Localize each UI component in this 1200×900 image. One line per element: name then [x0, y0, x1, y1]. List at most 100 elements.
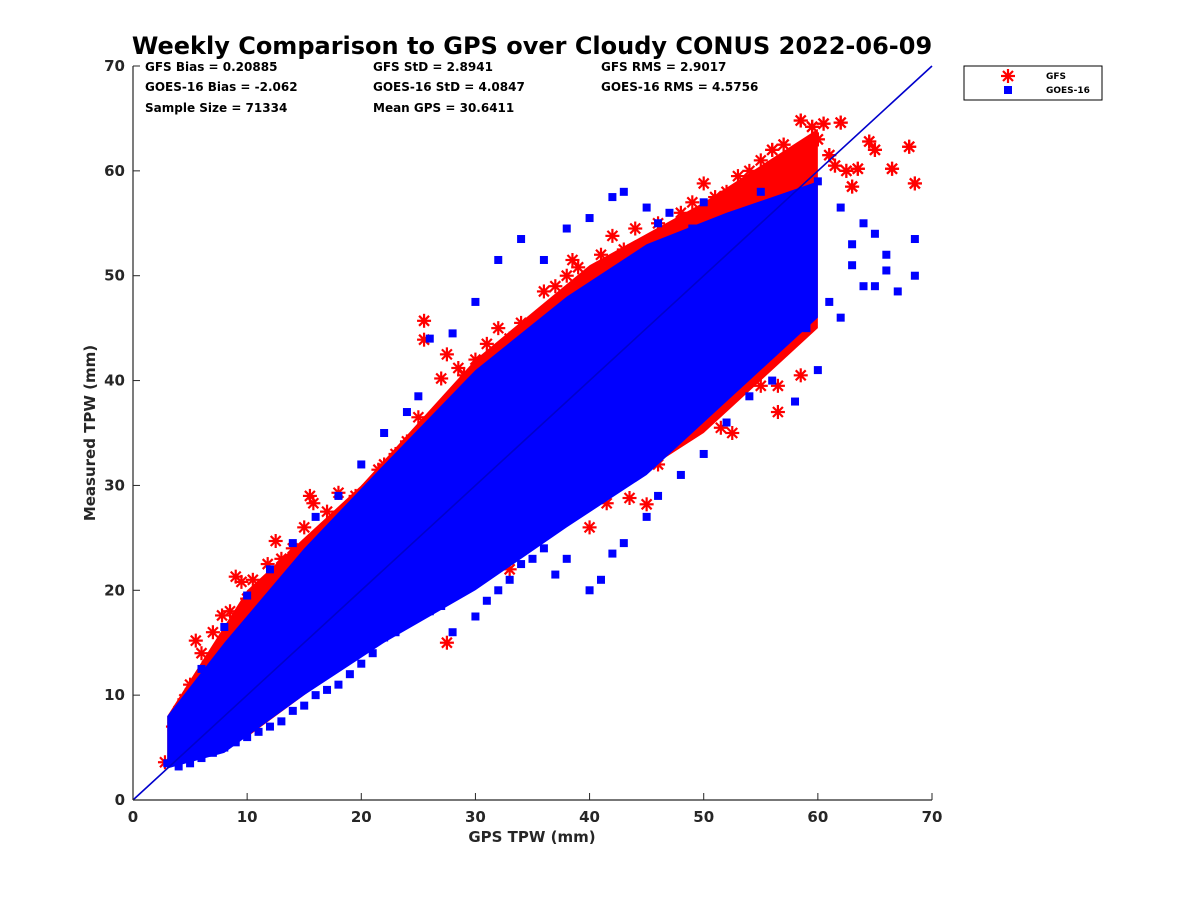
goes16-point [357, 460, 366, 469]
gfs-point [491, 321, 506, 336]
goes16-point [254, 727, 263, 736]
goes16-point [402, 617, 411, 626]
gfs-point-top [765, 142, 780, 157]
gfs-point [514, 315, 529, 330]
goes16-point [688, 224, 697, 233]
gfs-point [753, 153, 768, 168]
goes16-point [539, 255, 548, 264]
goes16-point [494, 586, 503, 595]
gfs-point-top [810, 132, 825, 147]
stat-sample-size: Sample Size = 71334 [145, 101, 287, 115]
goes16-point [414, 392, 423, 401]
goes16-point [745, 392, 754, 401]
goes16-point [768, 376, 777, 385]
y-tick-label: 40 [104, 372, 125, 390]
goes16-point [756, 187, 765, 196]
gfs-point [565, 252, 580, 267]
goes16-point [448, 329, 457, 338]
goes16-point [265, 722, 274, 731]
gfs-point [234, 574, 249, 589]
goes16-point [699, 198, 708, 207]
gfs-point-top [839, 163, 854, 178]
legend-goes-marker [1004, 86, 1012, 94]
goes16-point [676, 470, 685, 479]
gfs-point-top [845, 179, 860, 194]
goes16-point [836, 203, 845, 212]
gfs-point [188, 633, 203, 648]
goes16-point [334, 680, 343, 689]
goes16-point [174, 722, 183, 731]
goes16-point [288, 539, 297, 548]
x-tick-label: 0 [128, 808, 138, 826]
legend-gfs-label: GFS [1046, 72, 1066, 82]
gfs-point [593, 247, 608, 262]
goes16-point [619, 187, 628, 196]
gfs-point [696, 176, 711, 191]
gfs-point-top [805, 119, 820, 134]
gfs-point [685, 195, 700, 210]
stat-gfs-bias: GFS Bias = 0.20885 [145, 60, 277, 74]
goes16-point [288, 706, 297, 715]
goes16-point [437, 602, 446, 611]
goes16-point [425, 607, 434, 616]
gfs-point-top [885, 161, 900, 176]
gfs-point-top [833, 115, 848, 130]
gfs-point [770, 405, 785, 420]
gfs-point [439, 635, 454, 650]
stats-block: GFS Bias = 0.20885 GFS StD = 2.8941 GFS … [145, 60, 758, 115]
gfs-point [451, 360, 466, 375]
x-tick-label: 20 [351, 808, 372, 826]
goes16-point [402, 408, 411, 417]
stat-goes-std: GOES-16 StD = 4.0847 [373, 80, 525, 94]
goes16-point [243, 591, 252, 600]
goes16-point [345, 670, 354, 679]
goes16-point [836, 313, 845, 322]
goes16-point [813, 177, 822, 186]
gfs-point [548, 279, 563, 294]
gfs-point-top [907, 176, 922, 191]
goes16-point [870, 282, 879, 291]
gfs-point-top [793, 113, 808, 128]
goes16-point [414, 612, 423, 621]
y-tick-label: 70 [104, 57, 125, 75]
goes16-point [528, 554, 537, 563]
goes16-point [231, 738, 240, 747]
goes16-point [517, 560, 526, 569]
goes16-point [562, 224, 571, 233]
gfs-point [245, 572, 260, 587]
gfs-point [622, 491, 637, 506]
goes16-point [311, 512, 320, 521]
goes16-point [494, 255, 503, 264]
goes16-point [562, 554, 571, 563]
gfs-point [708, 190, 723, 205]
gfs-point [439, 347, 454, 362]
goes16-point [585, 586, 594, 595]
x-tick-label: 60 [807, 808, 828, 826]
goes16-point [910, 271, 919, 280]
y-tick-label: 60 [104, 162, 125, 180]
goes16-point [539, 544, 548, 553]
gfs-point [673, 205, 688, 220]
stat-gfs-std: GFS StD = 2.8941 [373, 60, 493, 74]
y-tick-label: 50 [104, 267, 125, 285]
x-tick-label: 50 [693, 808, 714, 826]
goes16-point [425, 334, 434, 343]
gfs-point [628, 221, 643, 236]
gfs-point-top [816, 116, 831, 131]
goes16-point [882, 250, 891, 259]
gfs-point [479, 336, 494, 351]
goes16-point [323, 685, 332, 694]
goes16-point [802, 324, 811, 333]
plot-area: 0 10 20 30 40 50 60 70 0 10 20 30 40 50 60 70 [104, 57, 942, 826]
y-tick-label: 10 [104, 686, 125, 704]
goes16-point [482, 596, 491, 605]
goes16-point [186, 759, 195, 768]
goes16-point [642, 203, 651, 212]
gfs-point [730, 169, 745, 184]
goes16-point [277, 717, 286, 726]
x-tick-label: 40 [579, 808, 600, 826]
chart-title: Weekly Comparison to GPS over Cloudy CON… [132, 32, 932, 60]
goes16-point [551, 570, 560, 579]
goes16-point [859, 282, 868, 291]
goes16-point [265, 565, 274, 574]
